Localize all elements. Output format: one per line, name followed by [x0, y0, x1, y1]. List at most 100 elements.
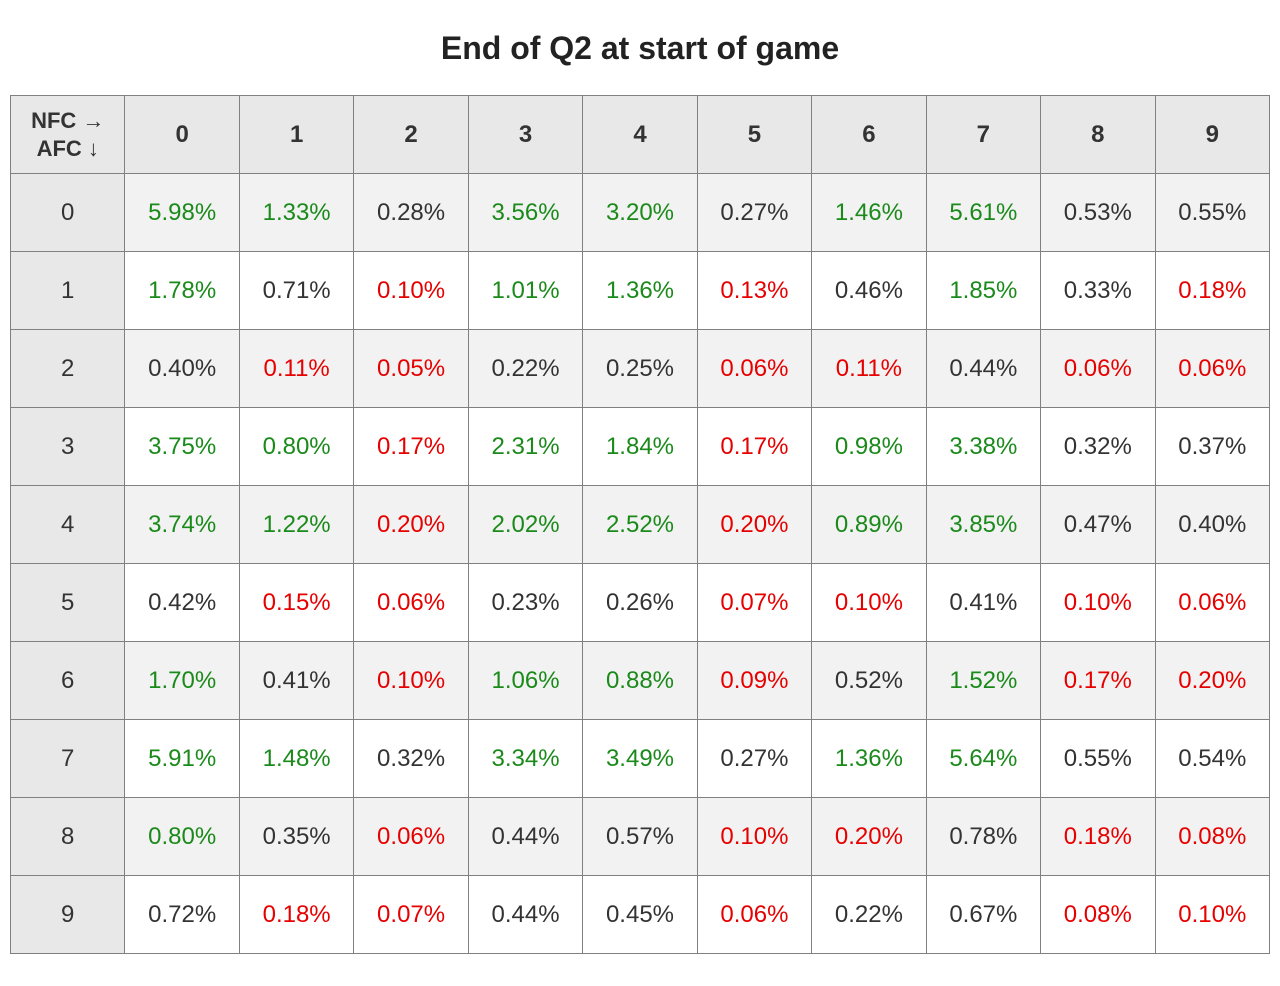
data-cell: 0.25% [583, 330, 697, 408]
data-cell: 0.10% [354, 252, 468, 330]
data-cell: 0.32% [354, 720, 468, 798]
data-cell: 5.61% [926, 174, 1040, 252]
data-cell: 0.08% [1155, 798, 1269, 876]
col-header: 3 [468, 96, 582, 174]
corner-line2: AFC ↓ [37, 136, 99, 161]
data-cell: 1.46% [812, 174, 926, 252]
data-cell: 0.08% [1041, 876, 1155, 954]
data-cell: 0.18% [239, 876, 353, 954]
probability-table: NFC → AFC ↓ 0 1 2 3 4 5 6 7 8 9 05.98%1.… [10, 95, 1270, 954]
data-cell: 1.70% [125, 642, 239, 720]
data-cell: 0.32% [1041, 408, 1155, 486]
data-cell: 0.09% [697, 642, 811, 720]
table-row: 20.40%0.11%0.05%0.22%0.25%0.06%0.11%0.44… [11, 330, 1270, 408]
data-cell: 0.23% [468, 564, 582, 642]
data-cell: 0.18% [1155, 252, 1269, 330]
data-cell: 0.06% [1155, 564, 1269, 642]
data-cell: 0.53% [1041, 174, 1155, 252]
data-cell: 0.72% [125, 876, 239, 954]
data-cell: 2.02% [468, 486, 582, 564]
data-cell: 0.20% [1155, 642, 1269, 720]
data-cell: 0.40% [125, 330, 239, 408]
data-cell: 5.98% [125, 174, 239, 252]
table-row: 33.75%0.80%0.17%2.31%1.84%0.17%0.98%3.38… [11, 408, 1270, 486]
row-header: 1 [11, 252, 125, 330]
data-cell: 1.48% [239, 720, 353, 798]
table-row: 75.91%1.48%0.32%3.34%3.49%0.27%1.36%5.64… [11, 720, 1270, 798]
data-cell: 0.45% [583, 876, 697, 954]
data-cell: 0.10% [697, 798, 811, 876]
data-cell: 0.10% [1041, 564, 1155, 642]
data-cell: 0.46% [812, 252, 926, 330]
data-cell: 0.05% [354, 330, 468, 408]
data-cell: 0.17% [1041, 642, 1155, 720]
col-header: 6 [812, 96, 926, 174]
data-cell: 0.98% [812, 408, 926, 486]
data-cell: 2.52% [583, 486, 697, 564]
data-cell: 3.38% [926, 408, 1040, 486]
row-header: 3 [11, 408, 125, 486]
data-cell: 3.49% [583, 720, 697, 798]
row-header: 5 [11, 564, 125, 642]
data-cell: 0.44% [468, 798, 582, 876]
data-cell: 3.74% [125, 486, 239, 564]
table-row: 43.74%1.22%0.20%2.02%2.52%0.20%0.89%3.85… [11, 486, 1270, 564]
row-header: 4 [11, 486, 125, 564]
corner-header: NFC → AFC ↓ [11, 96, 125, 174]
data-cell: 0.06% [354, 798, 468, 876]
data-cell: 3.75% [125, 408, 239, 486]
data-cell: 0.07% [354, 876, 468, 954]
col-header: 2 [354, 96, 468, 174]
data-cell: 3.56% [468, 174, 582, 252]
row-header: 2 [11, 330, 125, 408]
data-cell: 0.44% [468, 876, 582, 954]
data-cell: 5.91% [125, 720, 239, 798]
col-header: 0 [125, 96, 239, 174]
data-cell: 3.34% [468, 720, 582, 798]
data-cell: 0.41% [926, 564, 1040, 642]
data-cell: 0.06% [697, 330, 811, 408]
data-cell: 0.40% [1155, 486, 1269, 564]
table-row: 50.42%0.15%0.06%0.23%0.26%0.07%0.10%0.41… [11, 564, 1270, 642]
data-cell: 0.55% [1155, 174, 1269, 252]
data-cell: 0.54% [1155, 720, 1269, 798]
data-cell: 0.52% [812, 642, 926, 720]
table-row: 11.78%0.71%0.10%1.01%1.36%0.13%0.46%1.85… [11, 252, 1270, 330]
data-cell: 0.57% [583, 798, 697, 876]
data-cell: 1.36% [583, 252, 697, 330]
data-cell: 1.06% [468, 642, 582, 720]
table-row: 80.80%0.35%0.06%0.44%0.57%0.10%0.20%0.78… [11, 798, 1270, 876]
data-cell: 0.06% [1041, 330, 1155, 408]
data-cell: 0.11% [812, 330, 926, 408]
data-cell: 0.42% [125, 564, 239, 642]
data-cell: 0.10% [1155, 876, 1269, 954]
data-cell: 0.33% [1041, 252, 1155, 330]
table-row: 90.72%0.18%0.07%0.44%0.45%0.06%0.22%0.67… [11, 876, 1270, 954]
data-cell: 0.27% [697, 720, 811, 798]
data-cell: 0.07% [697, 564, 811, 642]
data-cell: 5.64% [926, 720, 1040, 798]
table-row: 61.70%0.41%0.10%1.06%0.88%0.09%0.52%1.52… [11, 642, 1270, 720]
col-header: 1 [239, 96, 353, 174]
data-cell: 1.85% [926, 252, 1040, 330]
data-cell: 0.18% [1041, 798, 1155, 876]
data-cell: 1.36% [812, 720, 926, 798]
corner-line1: NFC → [31, 108, 104, 133]
data-cell: 0.22% [468, 330, 582, 408]
data-cell: 0.13% [697, 252, 811, 330]
col-header: 5 [697, 96, 811, 174]
data-cell: 1.33% [239, 174, 353, 252]
col-header: 4 [583, 96, 697, 174]
data-cell: 0.47% [1041, 486, 1155, 564]
data-cell: 0.06% [1155, 330, 1269, 408]
data-cell: 3.85% [926, 486, 1040, 564]
data-cell: 0.15% [239, 564, 353, 642]
data-cell: 0.78% [926, 798, 1040, 876]
data-cell: 1.01% [468, 252, 582, 330]
data-cell: 0.17% [354, 408, 468, 486]
data-cell: 0.06% [354, 564, 468, 642]
data-cell: 0.20% [812, 798, 926, 876]
data-cell: 3.20% [583, 174, 697, 252]
data-cell: 0.10% [354, 642, 468, 720]
row-header: 9 [11, 876, 125, 954]
